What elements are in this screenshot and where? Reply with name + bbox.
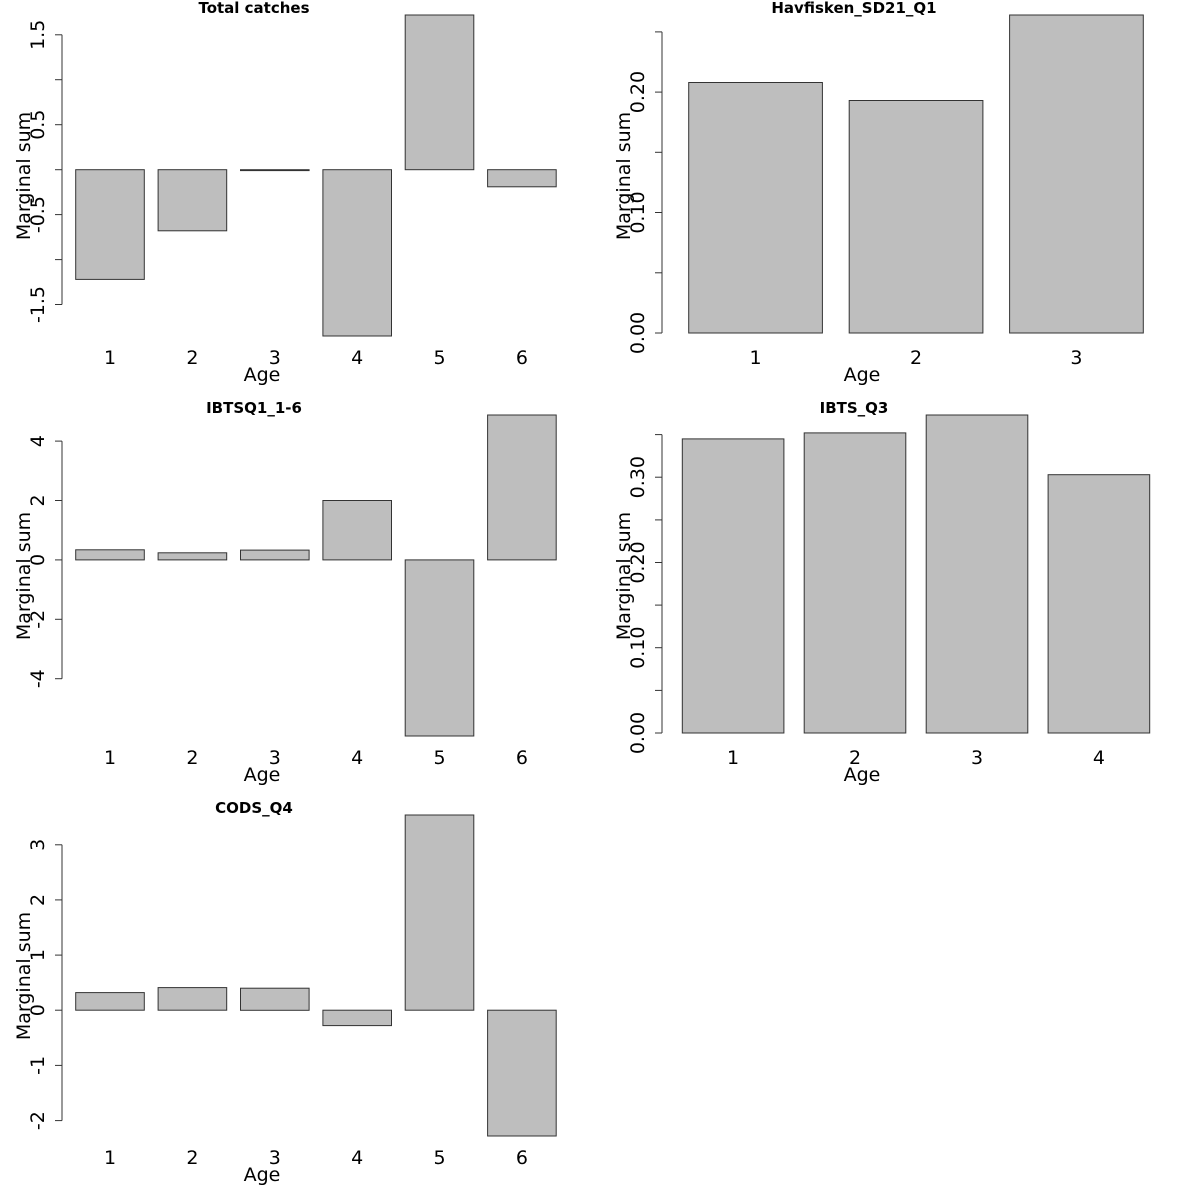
x-tick-label: 3: [1070, 347, 1082, 369]
bar-age-4: [1047, 474, 1151, 734]
x-axis-label: Age: [244, 764, 281, 786]
panel-2: 1 2 3 0.00 0.10 0.20 Havfisken_SD21_Q1 Age Margi…: [613, 0, 1144, 386]
y-tick-label: 0.10: [627, 627, 649, 669]
bar-age-2: [803, 432, 907, 734]
y-tick-label: 1: [27, 949, 49, 961]
y-tick-label: 0.30: [627, 456, 649, 498]
bar-age-1: [688, 82, 823, 334]
x-tick-label: 6: [516, 1147, 528, 1169]
bar-age-3: [240, 169, 310, 172]
bar-age-5: [404, 14, 475, 171]
y-tick-label: -4: [27, 669, 49, 688]
bar-age-2: [848, 100, 984, 334]
bar-age-1: [75, 992, 145, 1011]
x-tick-label: 3: [269, 347, 281, 369]
bar-age-4: [322, 1009, 392, 1027]
bar-age-5: [404, 814, 475, 1011]
x-axis-label: Age: [244, 1164, 281, 1186]
y-tick-label: 0: [27, 1004, 49, 1016]
y-tick-label: 1.5: [27, 20, 49, 50]
x-tick-label: 3: [269, 1147, 281, 1169]
x-tick-label: 4: [351, 747, 363, 769]
y-tick-label: 0.5: [27, 110, 49, 140]
y-tick-label: 0.20: [627, 71, 649, 113]
y-tick-label: 2: [27, 894, 49, 906]
x-tick-label: 5: [434, 347, 446, 369]
bar-age-6: [487, 414, 557, 561]
x-tick-label: 2: [910, 347, 922, 369]
chart-title: Havfisken_SD21_Q1: [771, 0, 936, 17]
chart-title: Total catches: [198, 0, 309, 17]
x-tick-label: 4: [1093, 747, 1105, 769]
x-tick-label: 6: [516, 347, 528, 369]
panel-1: 1 2 3 4 5 6 -1.5 -0.5 0.5 1.5 Total catches Age Marg…: [13, 0, 557, 386]
y-tick-label: 0.20: [627, 541, 649, 583]
y-tick-label: -1.5: [27, 286, 49, 323]
bar-age-2: [157, 987, 228, 1011]
bar-age-1: [681, 438, 785, 734]
x-axis-label: Age: [844, 764, 881, 786]
y-tick-label: 2: [27, 494, 49, 506]
bar-age-6: [487, 169, 557, 188]
x-tick-label: 1: [750, 347, 762, 369]
bar-age-3: [240, 549, 310, 561]
bar-age-3: [1009, 14, 1144, 334]
x-tick-label: 2: [186, 347, 198, 369]
panel-5: 1 2 3 4 5 6 -2 -1 0 1 2 3 CODS_Q4 Age Marginal sum: [13, 799, 557, 1186]
y-tick-label: 3: [27, 839, 49, 851]
x-tick-label: 6: [516, 747, 528, 769]
x-axis-label: Age: [844, 364, 881, 386]
y-tick-label: 0.00: [627, 312, 649, 354]
x-tick-label: 3: [971, 747, 983, 769]
y-tick-label: -0.5: [27, 196, 49, 233]
panel-3: 1 2 3 4 5 6 -4 -2 0 2 4 IBTSQ1_1-6 Age Marginal sum: [13, 399, 557, 786]
bar-age-1: [75, 549, 145, 561]
x-axis-label: Age: [244, 364, 281, 386]
bar-age-5: [404, 559, 475, 737]
x-tick-label: 1: [104, 747, 116, 769]
chart-title: IBTS_Q3: [820, 399, 889, 417]
bar-age-3: [925, 414, 1029, 734]
chart-title: CODS_Q4: [215, 799, 293, 817]
y-axis-label: Marginal sum: [13, 912, 35, 1040]
y-tick-label: 0: [27, 554, 49, 566]
x-tick-label: 3: [269, 747, 281, 769]
y-tick-label: -2: [27, 610, 49, 629]
chart-title: IBTSQ1_1-6: [206, 399, 302, 417]
y-tick-label: 0.00: [627, 712, 649, 754]
x-tick-label: 1: [104, 347, 116, 369]
bar-age-6: [487, 1009, 557, 1137]
y-tick-label: 4: [27, 435, 49, 447]
y-axis-label: Marginal sum: [13, 512, 35, 640]
bar-age-4: [322, 500, 392, 561]
y-tick-label: -2: [27, 1111, 49, 1130]
x-tick-label: 2: [849, 747, 861, 769]
x-tick-label: 2: [186, 747, 198, 769]
y-axis-label: Marginal sum: [613, 512, 635, 640]
y-tick-label: -1: [27, 1056, 49, 1075]
bar-age-2: [157, 169, 228, 232]
x-tick-label: 1: [104, 1147, 116, 1169]
y-axis-label: Marginal sum: [613, 112, 635, 240]
x-tick-label: 1: [727, 747, 739, 769]
x-tick-label: 5: [434, 747, 446, 769]
x-tick-label: 2: [186, 1147, 198, 1169]
x-tick-label: 5: [434, 1147, 446, 1169]
panel-4: 1 2 3 4 0.00 0.10 0.20 0.30 IBTS_Q3 Age Marginal s…: [613, 399, 1151, 786]
bar-age-2: [157, 552, 228, 561]
bar-age-1: [75, 169, 145, 280]
x-tick-label: 4: [351, 1147, 363, 1169]
bar-age-3: [240, 987, 310, 1011]
bar-age-4: [322, 169, 392, 337]
y-axis-label: Marginal sum: [13, 112, 35, 240]
x-tick-label: 4: [351, 347, 363, 369]
y-tick-label: 0.10: [627, 191, 649, 233]
